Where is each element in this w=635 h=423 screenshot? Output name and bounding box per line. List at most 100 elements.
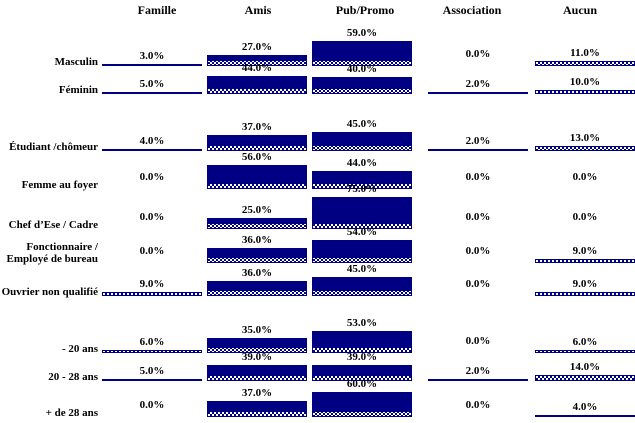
bar-aucun-row3 [535,146,635,151]
value-label: 27.0% [241,41,273,53]
cell-stack: 2.0% [428,365,528,381]
cell-stack: 6.0% [535,336,635,353]
value-label: 9.0% [572,245,598,257]
cell-stack: 0.0% [102,211,202,229]
bar-amis-row1 [207,55,307,66]
bar-solid-top [313,172,411,184]
value-label: 6.0% [139,336,165,348]
column-header-aucun: Aucun [562,3,597,17]
bar-famille-row7 [102,292,202,296]
bar-famille-row1 [102,64,202,66]
bar-amis-row4 [207,165,307,189]
cell-stack: 56.0% [207,151,307,189]
cell-stack: 2.0% [428,135,528,151]
value-label: 13.0% [569,132,601,144]
cell-stack: 54.0% [312,226,412,263]
bar-solid-top [208,249,306,258]
bar-pub-promo-row1 [312,41,412,66]
cell-stack: 4.0% [535,401,635,417]
cell-stack: 2.0% [428,78,528,94]
bar-solid-top [313,198,411,224]
cell-stack: 37.0% [207,121,307,151]
value-label: 60.0% [346,378,378,390]
bar-solid-top [208,366,306,376]
column-header-pub-promo: Pub/Promo [335,3,395,17]
bar-amis-row8 [207,338,307,353]
row-label-20-ans: - 20 ans [61,343,98,355]
value-label: 4.0% [139,135,165,147]
row-label-femme-au-foyer: Femme au foyer [21,179,98,191]
bar-aucun-row6 [535,259,635,263]
cell-stack: 10.0% [535,76,635,94]
value-label: 37.0% [241,121,273,133]
value-label: 25.0% [241,204,273,216]
value-label: 0.0% [139,399,165,411]
value-label: 9.0% [572,278,598,290]
cell-stack: 37.0% [207,387,307,417]
cell-stack: 3.0% [102,50,202,66]
cell-stack: 0.0% [102,171,202,189]
value-label: 44.0% [241,62,273,74]
bar-pub-promo-row6 [312,240,412,263]
cell-stack: 0.0% [428,171,528,189]
cell-stack: 4.0% [102,135,202,151]
cell-stack: 0.0% [428,399,528,417]
bar-aucun-row1 [535,61,635,66]
cell-stack: 9.0% [102,278,202,296]
value-label: 37.0% [241,387,273,399]
cell-stack: 60.0% [312,378,412,417]
bar-solid-top [208,219,306,224]
cell-stack: 75.0% [312,183,412,229]
cell-stack: 0.0% [428,245,528,263]
value-label: 9.0% [139,278,165,290]
value-label: 54.0% [346,226,378,238]
bar-amis-row2 [207,76,307,94]
value-label: 10.0% [569,76,601,88]
cell-stack: 0.0% [535,171,635,189]
row-label-20-28-ans: 20 - 28 ans [48,371,98,383]
bar-solid-top [313,133,411,146]
bar-pub-promo-row7 [312,277,412,296]
cell-stack: 14.0% [535,361,635,381]
value-label: 75.0% [346,183,378,195]
value-label: 0.0% [465,278,491,290]
value-label: 11.0% [570,47,600,59]
value-label: 0.0% [465,171,491,183]
bar-solid-top [208,402,306,412]
bar-pub-promo-row8 [312,331,412,353]
row-label-f-minin: Féminin [58,84,98,96]
bar-aucun-row10 [535,415,635,417]
bar-solid-top [313,78,411,89]
cell-stack: 6.0% [102,336,202,353]
bar-solid-top [208,136,306,146]
value-label: 0.0% [139,171,165,183]
bar-solid-top [208,77,306,89]
cell-stack: 9.0% [535,278,635,296]
value-label: 0.0% [139,245,165,257]
value-label: 0.0% [572,171,598,183]
bar-famille-row2 [102,92,202,94]
cell-stack: 40.0% [312,63,412,94]
row-label-fonctionnaire: Fonctionnaire / Employé de bureau [6,241,98,265]
row-label-masculin: Masculin [54,56,98,68]
cell-stack: 36.0% [207,234,307,263]
bar-solid-top [313,278,411,291]
value-label: 2.0% [465,365,491,377]
cell-stack: 9.0% [535,245,635,263]
bar-solid-top [313,393,411,412]
value-label: 0.0% [139,211,165,223]
bar-aucun-row9 [535,375,635,381]
bar-amis-row7 [207,281,307,296]
cell-stack: 59.0% [312,27,412,66]
value-label: 36.0% [241,234,273,246]
value-label: 14.0% [569,361,601,373]
column-header-amis: Amis [244,3,272,17]
bar-aucun-row7 [535,292,635,296]
value-label: 2.0% [465,78,491,90]
column-header-association: Association [442,3,502,17]
value-label: 39.0% [346,351,378,363]
cell-stack: 39.0% [312,351,412,381]
value-label: 0.0% [465,48,491,60]
value-label: 0.0% [572,211,598,223]
